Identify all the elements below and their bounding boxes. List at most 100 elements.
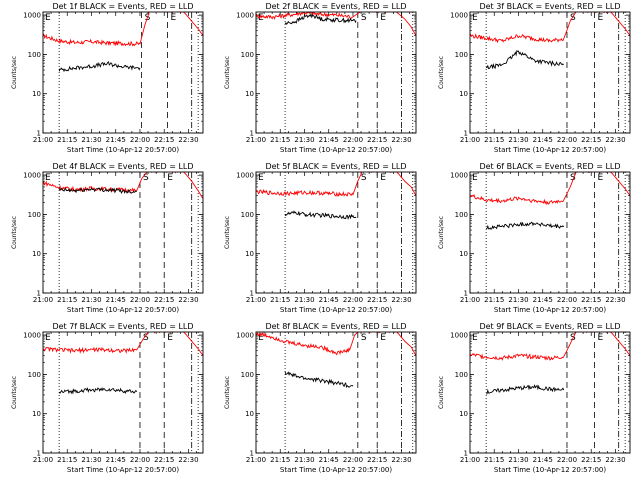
x-tick-label: 22:15 bbox=[367, 456, 387, 464]
y-tick-label: 1 bbox=[464, 450, 468, 458]
corner-label: E bbox=[258, 333, 264, 343]
series-line-red bbox=[256, 12, 416, 36]
plot-frame bbox=[469, 171, 631, 294]
y-tick-label: 100 bbox=[241, 51, 254, 59]
series-group bbox=[470, 332, 630, 395]
corner-label: E bbox=[258, 13, 264, 23]
series-group bbox=[43, 332, 203, 395]
y-tick-label: 1 bbox=[464, 130, 468, 138]
series-group bbox=[256, 12, 416, 36]
x-tick-label: 22:30 bbox=[391, 136, 411, 144]
series-line-red bbox=[470, 172, 630, 206]
y-tick-label: 1 bbox=[250, 290, 254, 298]
event-marker-label: E bbox=[597, 333, 603, 343]
panel-title: Det 2f BLACK = Events, RED = LLD bbox=[265, 2, 406, 11]
x-tick-label: 21:00 bbox=[460, 456, 480, 464]
x-tick-label: 22:15 bbox=[154, 456, 174, 464]
panel-title: Det 1f BLACK = Events, RED = LLD bbox=[52, 2, 193, 11]
x-tick-label: 22:30 bbox=[178, 296, 198, 304]
x-tick-label: 21:15 bbox=[270, 296, 290, 304]
y-tick-label: 1000 bbox=[23, 332, 41, 340]
panel-7: Det 7f BLACK = Events, RED = LLD Counts/s… bbox=[11, 322, 204, 474]
x-tick-label: 21:00 bbox=[246, 456, 266, 464]
event-marker-label: S bbox=[570, 173, 576, 183]
event-marker-label: S bbox=[361, 173, 367, 183]
plot-frame bbox=[255, 331, 417, 454]
y-tick-label: 10 bbox=[32, 410, 41, 418]
y-axis-label: Counts/sec bbox=[438, 216, 445, 249]
x-tick-label: 22:15 bbox=[581, 136, 601, 144]
x-tick-label: 21:45 bbox=[533, 456, 553, 464]
event-marker-label: E bbox=[167, 173, 173, 183]
panel-1: Det 1f BLACK = Events, RED = LLD Counts/s… bbox=[11, 2, 204, 154]
y-tick-label: 1 bbox=[250, 450, 254, 458]
x-tick-label: 21:45 bbox=[106, 456, 126, 464]
x-tick-label: 21:45 bbox=[533, 136, 553, 144]
y-axis-label: Counts/sec bbox=[11, 56, 18, 89]
series-line-black bbox=[486, 221, 565, 230]
event-marker-label: E bbox=[380, 173, 386, 183]
series-group bbox=[470, 172, 630, 230]
x-axis-label: Start Time (10-Apr-12 20:57:00) bbox=[494, 466, 606, 474]
y-tick-label: 10 bbox=[245, 90, 254, 98]
x-tick-label: 21:00 bbox=[246, 136, 266, 144]
y-tick-label: 1000 bbox=[236, 332, 254, 340]
event-marker-label: S bbox=[143, 173, 149, 183]
x-tick-label: 22:00 bbox=[343, 136, 363, 144]
x-tick-label: 21:15 bbox=[484, 136, 504, 144]
x-axis-label: Start Time (10-Apr-12 20:57:00) bbox=[67, 146, 179, 154]
y-axis-label: Counts/sec bbox=[11, 376, 18, 409]
y-tick-label: 100 bbox=[28, 371, 41, 379]
x-tick-label: 21:45 bbox=[319, 456, 339, 464]
plot-frame bbox=[42, 11, 204, 134]
y-tick-label: 100 bbox=[455, 211, 468, 219]
x-tick-label: 22:15 bbox=[367, 136, 387, 144]
x-axis-label: Start Time (10-Apr-12 20:57:00) bbox=[494, 306, 606, 314]
x-tick-label: 22:30 bbox=[605, 456, 625, 464]
x-tick-label: 21:15 bbox=[57, 456, 77, 464]
y-axis-label: Counts/sec bbox=[438, 376, 445, 409]
series-group bbox=[43, 172, 203, 200]
series-line-red bbox=[43, 12, 203, 47]
y-tick-label: 10 bbox=[32, 90, 41, 98]
event-marker-label: S bbox=[361, 13, 367, 23]
plot-frame bbox=[469, 331, 631, 454]
plot-frame bbox=[255, 11, 417, 134]
x-tick-label: 21:30 bbox=[508, 456, 528, 464]
y-tick-label: 1000 bbox=[450, 12, 468, 20]
x-tick-label: 21:15 bbox=[57, 136, 77, 144]
y-tick-label: 100 bbox=[241, 211, 254, 219]
x-tick-label: 21:45 bbox=[319, 296, 339, 304]
x-axis-label: Start Time (10-Apr-12 20:57:00) bbox=[67, 306, 179, 314]
y-tick-label: 1 bbox=[37, 290, 41, 298]
corner-label: E bbox=[472, 173, 478, 183]
y-tick-label: 1 bbox=[250, 130, 254, 138]
x-tick-label: 21:45 bbox=[319, 136, 339, 144]
x-tick-label: 22:15 bbox=[581, 456, 601, 464]
plot-frame bbox=[255, 171, 417, 294]
x-axis-label: Start Time (10-Apr-12 20:57:00) bbox=[67, 466, 179, 474]
series-line-red bbox=[43, 332, 203, 356]
x-tick-label: 21:45 bbox=[106, 296, 126, 304]
y-tick-label: 1000 bbox=[236, 12, 254, 20]
series-line-black bbox=[284, 210, 357, 220]
y-tick-label: 100 bbox=[241, 371, 254, 379]
series-line-black bbox=[486, 50, 564, 70]
y-tick-label: 1 bbox=[37, 450, 41, 458]
y-tick-label: 100 bbox=[28, 51, 41, 59]
panel-title: Det 9f BLACK = Events, RED = LLD bbox=[479, 322, 620, 331]
y-tick-label: 10 bbox=[245, 410, 254, 418]
x-tick-label: 21:00 bbox=[33, 136, 53, 144]
y-axis-label: Counts/sec bbox=[224, 376, 231, 409]
x-tick-label: 22:30 bbox=[391, 296, 411, 304]
y-tick-label: 1 bbox=[464, 290, 468, 298]
y-tick-label: 1000 bbox=[450, 172, 468, 180]
x-tick-label: 21:45 bbox=[106, 136, 126, 144]
x-tick-label: 21:15 bbox=[484, 456, 504, 464]
x-tick-label: 22:00 bbox=[130, 456, 150, 464]
y-tick-label: 10 bbox=[459, 410, 468, 418]
series-line-black bbox=[58, 187, 137, 195]
panel-title: Det 8f BLACK = Events, RED = LLD bbox=[265, 322, 406, 331]
x-tick-label: 22:30 bbox=[178, 136, 198, 144]
y-tick-label: 10 bbox=[459, 250, 468, 258]
